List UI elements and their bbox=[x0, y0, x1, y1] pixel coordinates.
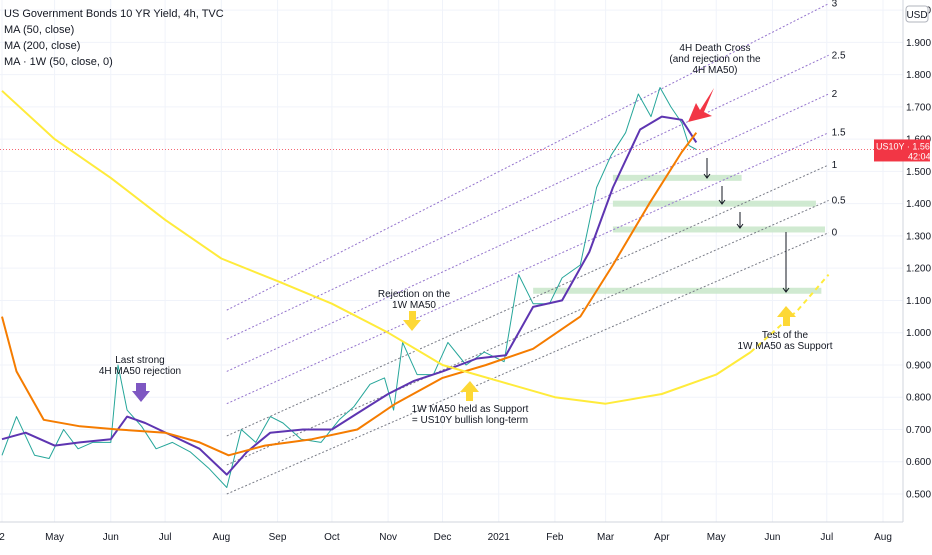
annotation-death-cross: (and rejection on the bbox=[669, 54, 761, 65]
support-zone bbox=[612, 200, 816, 207]
series-us10y bbox=[1, 87, 697, 488]
x-tick-label: Jun bbox=[103, 532, 119, 543]
x-tick-label: Feb bbox=[546, 532, 564, 543]
annotation-death-cross: 4H MA50) bbox=[692, 65, 737, 76]
x-tick-label: Nov bbox=[379, 532, 397, 543]
down-arrow-head bbox=[782, 287, 790, 293]
fib-level-label: 0 bbox=[832, 228, 838, 239]
x-tick-label: Mar bbox=[597, 532, 615, 543]
y-tick-label: 1.300 bbox=[906, 231, 931, 242]
x-tick-label: Dec bbox=[434, 532, 452, 543]
x-tick-label: Jul bbox=[159, 532, 172, 543]
chart-title: US Government Bonds 10 YR Yield, 4h, TVC bbox=[4, 8, 224, 20]
y-tick-label: 1.200 bbox=[906, 264, 931, 275]
y-tick-label: 1.700 bbox=[906, 102, 931, 113]
fib-level-line bbox=[226, 232, 829, 495]
fib-level-label: 3 bbox=[832, 0, 838, 10]
annotation-held-support: 1W MA50 held as Support bbox=[412, 404, 529, 415]
x-tick-label: Apr bbox=[654, 532, 670, 543]
red-arrow bbox=[688, 88, 714, 122]
annotation-death-cross: 4H Death Cross bbox=[679, 43, 750, 54]
support-zone bbox=[612, 174, 742, 181]
down-arrow-head bbox=[718, 199, 726, 205]
series-ma-200-close- bbox=[1, 132, 698, 457]
price-badge bbox=[874, 139, 930, 162]
x-tick-label: 2 bbox=[0, 532, 5, 543]
y-tick-label: 1.100 bbox=[906, 296, 931, 307]
legend-ma1w[interactable]: MA · 1W (50, close, 0) bbox=[4, 56, 113, 68]
annotation-last-strong: 4H MA50 rejection bbox=[99, 366, 181, 377]
fib-level-line bbox=[226, 93, 829, 372]
annotation-rejection-1w: Rejection on the bbox=[378, 289, 451, 300]
yellow-arrow-down bbox=[403, 311, 421, 331]
legend-ma50[interactable]: MA (50, close) bbox=[4, 24, 75, 36]
x-tick-label: Aug bbox=[212, 532, 230, 543]
annotation-rejection-1w: 1W MA50 bbox=[392, 300, 436, 311]
fib-level-line bbox=[226, 54, 829, 340]
legend-ma200[interactable]: MA (200, close) bbox=[4, 40, 81, 52]
y-tick-label: 1.800 bbox=[906, 70, 931, 81]
fib-level-label: 1 bbox=[832, 160, 838, 171]
annotation-test-support: 1W MA50 as Support bbox=[737, 341, 832, 352]
support-zone bbox=[533, 287, 822, 294]
chart-legend: US Government Bonds 10 YR Yield, 4h, TVC… bbox=[4, 6, 224, 70]
annotation-test-support: Test of the bbox=[762, 330, 809, 341]
purple-arrow bbox=[132, 383, 150, 402]
currency-label: USD bbox=[906, 10, 927, 21]
y-tick-label: 1.000 bbox=[906, 328, 931, 339]
x-tick-label: May bbox=[707, 532, 726, 543]
down-arrow-head bbox=[736, 223, 744, 229]
y-tick-label: 0.700 bbox=[906, 425, 931, 436]
fib-level-label: 2.5 bbox=[832, 50, 846, 61]
fib-level-line bbox=[226, 3, 829, 311]
annotation-held-support: = US10Y bullish long-term bbox=[412, 415, 528, 426]
annotation-last-strong: Last strong bbox=[115, 355, 164, 366]
y-tick-label: 0.500 bbox=[906, 490, 931, 501]
series-ma-1w-projection bbox=[750, 273, 830, 353]
x-tick-label: Oct bbox=[324, 532, 340, 543]
x-tick-label: Jun bbox=[764, 532, 780, 543]
fib-level-label: 0.5 bbox=[832, 195, 846, 206]
currency-box bbox=[905, 5, 929, 23]
fib-level-label: 1.5 bbox=[832, 128, 846, 139]
y-tick-label: 1.500 bbox=[906, 167, 931, 178]
fib-level-label: 2 bbox=[832, 89, 838, 100]
yellow-arrow-up-2 bbox=[777, 306, 796, 326]
y-tick-label: 0.600 bbox=[906, 457, 931, 468]
y-tick-label: 0.800 bbox=[906, 393, 931, 404]
y-tick-label: 0.900 bbox=[906, 360, 931, 371]
price-badge-label: US10Y · 1.568 bbox=[876, 141, 932, 151]
y-tick-label: 1.900 bbox=[906, 38, 931, 49]
series-ma-1w-50-close-0- bbox=[1, 90, 752, 405]
x-tick-label: Jul bbox=[820, 532, 833, 543]
fib-level-line bbox=[226, 199, 829, 466]
x-tick-label: Aug bbox=[874, 532, 892, 543]
down-arrow-head bbox=[703, 173, 711, 179]
yellow-arrow-up bbox=[460, 381, 479, 401]
x-tick-label: Sep bbox=[269, 532, 287, 543]
series-ma-50-close- bbox=[1, 115, 698, 476]
x-tick-label: 2021 bbox=[488, 532, 511, 543]
y-tick-label: 1.400 bbox=[906, 199, 931, 210]
x-tick-label: May bbox=[45, 532, 64, 543]
support-zone bbox=[612, 226, 825, 233]
price-badge-timer: 42:04 bbox=[908, 151, 931, 161]
